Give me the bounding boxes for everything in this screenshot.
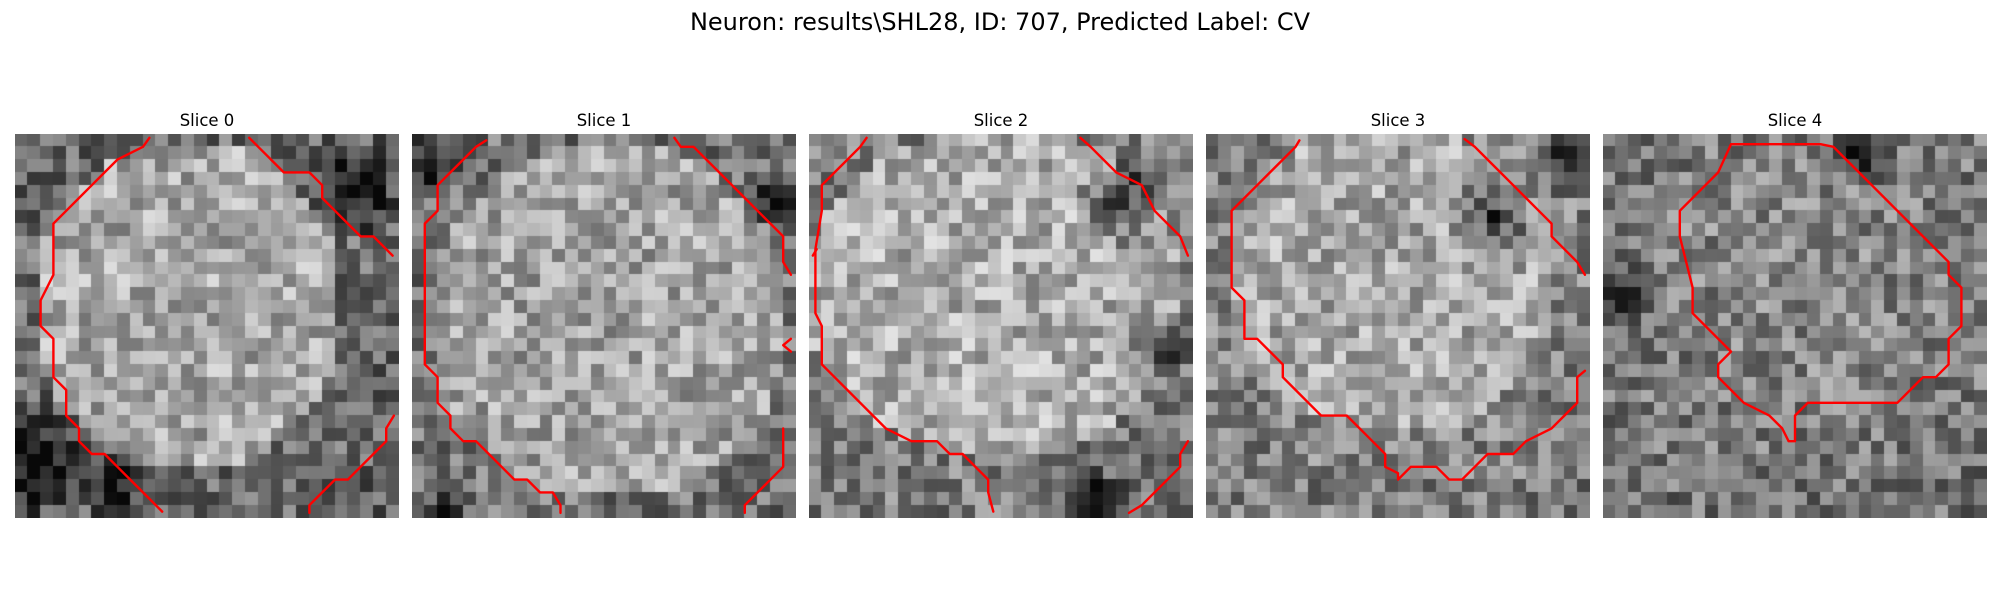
- slice-image: [809, 134, 1193, 518]
- contour-overlay: [1230, 137, 1587, 481]
- contour-line: [1127, 440, 1190, 515]
- contour-overlay: [1678, 142, 1963, 443]
- contour-line: [743, 427, 785, 515]
- contour-overlay: [39, 136, 396, 515]
- slice-title: Slice 1: [576, 111, 632, 130]
- contour-line: [423, 139, 562, 515]
- contour-line: [782, 337, 793, 353]
- slice-title: Slice 0: [179, 111, 235, 130]
- contour-line: [39, 136, 164, 513]
- contour-line: [814, 136, 995, 513]
- slice-panel-3: Slice 3: [1206, 108, 1590, 518]
- slice-panel-1: Slice 1: [412, 108, 796, 518]
- contour-line: [673, 136, 793, 277]
- slice-title: Slice 2: [973, 111, 1029, 130]
- contour-line: [811, 247, 818, 257]
- contour-line: [308, 414, 396, 515]
- slice-panel-2: Slice 2: [809, 108, 1193, 518]
- slice-panel-4: Slice 4: [1603, 108, 1987, 518]
- contour-line: [1230, 139, 1587, 481]
- contour-line: [1678, 142, 1963, 443]
- slice-title: Slice 4: [1767, 111, 1823, 130]
- contour-overlay: [811, 136, 1190, 515]
- contour-line: [1463, 137, 1587, 277]
- slice-title: Slice 3: [1370, 111, 1426, 130]
- figure-title: Neuron: results\SHL28, ID: 707, Predicte…: [689, 8, 1311, 36]
- contour-line: [247, 136, 394, 257]
- slice-panel-0: Slice 0: [15, 108, 399, 518]
- contour-overlay: [423, 136, 793, 515]
- contour-line: [1079, 136, 1190, 257]
- slice-image: [1603, 134, 1987, 518]
- slice-image: [412, 134, 796, 518]
